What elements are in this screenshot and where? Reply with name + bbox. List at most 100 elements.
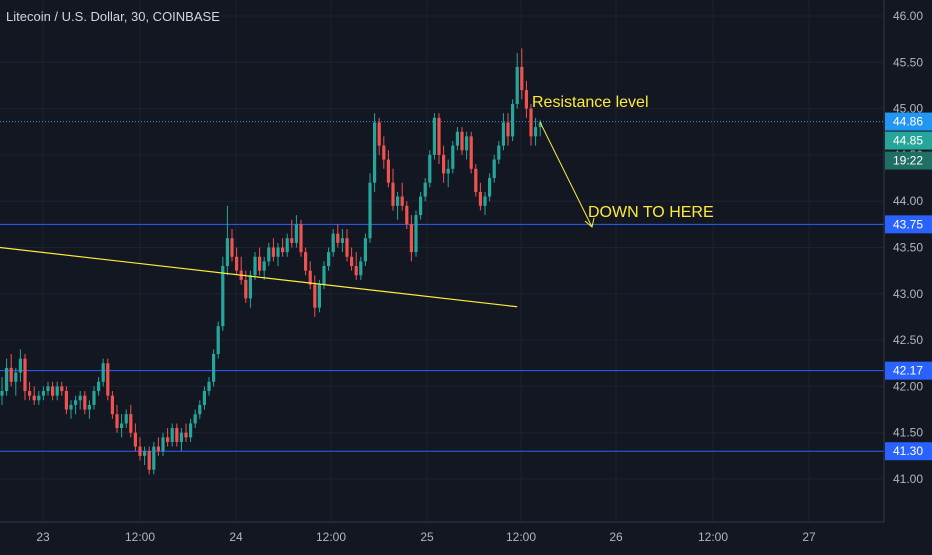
candle-body [345,238,349,257]
price-label-text: 44.85 [893,134,923,148]
price-tick-label: 46.00 [893,9,923,23]
candle-body [69,404,73,410]
candle-body [87,404,91,410]
candle-body [5,367,9,392]
candle-body [64,391,68,410]
candle-body [202,391,206,405]
candle-body [511,103,515,137]
candle-body [189,423,193,438]
trendline[interactable] [0,246,518,308]
price-label-bg [885,215,932,234]
candle-body [529,108,533,137]
candle-body [78,395,82,401]
candle-body [506,122,510,137]
time-tick-label: 12:00 [506,530,536,544]
price-label-text: 43.75 [893,217,923,231]
time-axis[interactable]: 23 12:00 24 12:00 25 12:00 26 12:00 27 [36,530,816,544]
candle-body [55,386,59,396]
candle-body [409,224,413,253]
candle-body [442,154,446,174]
price-tick-label: 42.00 [893,379,923,393]
price-tick-label: 44.00 [893,194,923,208]
candle-body [382,145,386,160]
candle-body [166,437,170,442]
price-tick-label: 41.00 [893,472,923,486]
candle-body [14,372,18,382]
candle-body [432,117,436,155]
annotation-resistance-level[interactable]: Resistance level [532,94,649,111]
candle-body [212,353,216,382]
candle-body [340,238,344,243]
candle-body [359,261,363,276]
price-axis[interactable]: 46.0045.5045.0044.5044.0043.5043.0042.50… [893,9,923,486]
candle-body [405,205,409,225]
candle-body [285,238,289,253]
candle-body [230,238,234,257]
candle-body [106,363,110,396]
candle-body [120,423,124,429]
candle-body [313,284,317,308]
candle-body [414,215,418,253]
candle-body [455,131,459,146]
candle-body [83,395,87,410]
candle-body [152,446,156,470]
time-tick-label: 12:00 [125,530,155,544]
candle-body [28,391,32,396]
time-tick-label: 27 [802,530,816,544]
candle-body [373,122,377,183]
time-tick-label: 12:00 [316,530,346,544]
candle-body [198,404,202,415]
candle-body [520,66,524,91]
candle-body [281,247,285,253]
candle-body [253,256,257,276]
price-label-bg [885,112,932,131]
candle-body [115,414,119,429]
candle-body [156,446,160,452]
candle-body [262,261,266,271]
candle-body [110,395,114,415]
candle-body [492,159,496,179]
candle-body [46,386,50,392]
candle-body [129,414,133,433]
candle-body [207,381,211,392]
candle-body [184,432,188,438]
candle-body [304,252,308,271]
arrow-down-line[interactable] [539,121,593,228]
candle-body [501,122,505,146]
candle-body [423,182,427,197]
candle-body [74,400,78,405]
candle-body [23,358,27,392]
candle-body [175,428,179,442]
price-tick-label: 42.50 [893,333,923,347]
candle-body [515,66,519,104]
candle-body [225,238,229,267]
price-tick-label: 45.00 [893,102,923,116]
candle-body [336,233,340,243]
price-label-text: 44.86 [893,115,923,129]
candle-body [60,386,64,392]
candle-body [524,90,528,109]
annotation-down-to-here[interactable]: DOWN TO HERE [588,204,714,221]
candle-body [391,182,395,206]
candle-body [133,432,137,447]
price-tick-label: 41.50 [893,426,923,440]
price-label-bg [885,151,932,170]
candle-body [497,145,501,160]
candle-body [32,395,36,401]
price-label-bg [885,442,932,461]
candle-body [483,196,487,206]
candle-body [216,326,220,354]
candle-body [221,266,225,327]
candle-body [317,284,321,308]
price-tick-label: 45.50 [893,55,923,69]
candle-body [363,238,367,262]
candle-body [488,178,492,197]
candle-body [248,275,252,299]
candle-body [478,191,482,206]
candle-body [51,386,55,396]
candle-body [179,432,183,442]
candle-body [386,159,390,183]
